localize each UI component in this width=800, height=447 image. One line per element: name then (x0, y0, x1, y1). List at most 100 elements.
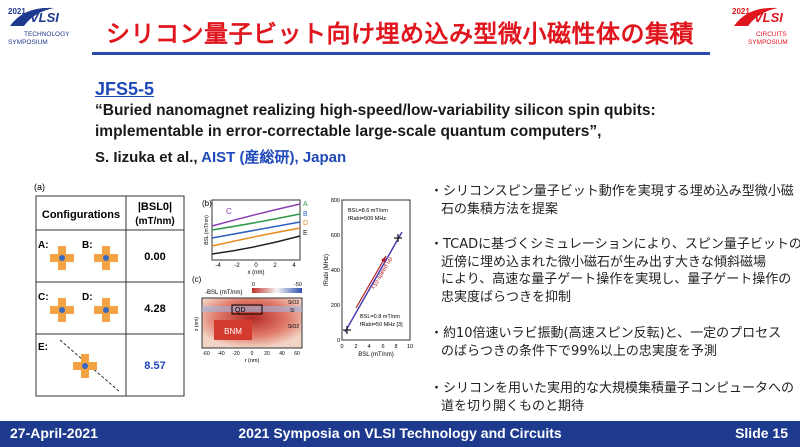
tick-label: 800 (331, 198, 340, 204)
panel-label: (b) (202, 199, 212, 208)
curve (211, 235, 301, 255)
tick-label: 4 (367, 344, 370, 350)
bullet-line: 忠実度ばらつきを抑制 (441, 289, 572, 305)
bullet-line: ・シリコンスピン量子ビット動作を実現する埋め込み型微小磁 (430, 184, 794, 199)
axis-label: BSL (mT/nm) (358, 352, 393, 358)
curve-label: C (226, 207, 232, 216)
bnm-label: BNM (224, 327, 242, 336)
logo-right: 2021 VLSI CIRCUITS SYMPOSIUM (732, 7, 788, 46)
curve (211, 213, 301, 231)
table-header: (mT/nm) (135, 216, 174, 227)
tick-label: -2 (234, 263, 240, 269)
axis-label: r (nm) (245, 358, 260, 364)
axis-label: BSL (mT/nm) (204, 215, 210, 245)
colorbar-label: -BSL (mT/nm) (205, 290, 242, 296)
author-names: S. Iizuka et al., (95, 149, 198, 166)
dash-line (59, 339, 121, 393)
table-value: 4.28 (144, 303, 165, 315)
paper-id: JFS5-5 (95, 79, 155, 99)
tick-label: 4 (292, 263, 296, 269)
logo-year: 2021 (8, 7, 26, 16)
title-rule (92, 52, 710, 55)
logo-line: CIRCUITS (756, 31, 787, 38)
config-table (35, 195, 185, 397)
plot-frame (341, 199, 411, 341)
axis-label: x (nm) (248, 270, 265, 276)
tick-label: 6 (381, 344, 384, 350)
tick-label: 0 (251, 351, 254, 357)
curve (211, 203, 301, 227)
tick-label: 2 (354, 344, 357, 350)
annotation: fRabi=509 MHz (348, 216, 386, 222)
logo-name: VLSI (754, 10, 783, 25)
logo-line: TECHNOLOGY (24, 31, 70, 38)
tick-label: 40 (279, 351, 285, 357)
axis-label: z (nm) (194, 317, 200, 332)
speedup-arrow (355, 255, 387, 309)
footer-slide: Slide 15 (735, 425, 788, 441)
logo-year: 2021 (732, 7, 750, 16)
table-header: |BSL0| (138, 201, 172, 213)
tick-label: -4 (215, 263, 221, 269)
annotation: BSL=0.8 mT/nm (360, 314, 400, 320)
logo-swoosh (10, 7, 54, 26)
tick-label: 200 (331, 303, 340, 309)
tick-label: -60 (202, 351, 209, 357)
slide-title: シリコン量子ビット向け埋め込み型微小磁性体の集積 (106, 20, 694, 48)
panel-label: (a) (34, 182, 45, 192)
fit-line (344, 231, 403, 333)
tick-label: 20 (264, 351, 270, 357)
arrow-head (381, 256, 386, 263)
layer-label: SiO2 (288, 324, 299, 330)
tick-label: 10 (407, 344, 413, 350)
tick-label: 60 (294, 351, 300, 357)
footer-date: 27-April-2021 (10, 425, 98, 441)
bullet-line: 近傍に埋め込まれた微小磁石が生み出す大きな傾斜磁場 (441, 254, 767, 270)
logo-name: VLSI (30, 10, 59, 25)
annotation: BSL=8.6 mT/nm (348, 208, 388, 214)
footer-event: 2021 Symposia on VLSI Technology and Cir… (238, 425, 562, 441)
logo-line: SYMPOSIUM (748, 39, 788, 46)
layer (202, 306, 302, 312)
colorbar (252, 288, 302, 293)
logo-left: 2021 VLSI TECHNOLOGY SYMPOSIUM (8, 7, 70, 46)
authors: S. Iizuka et al., AIST (産総研), Japan (95, 146, 346, 167)
tick-label: 8 (394, 344, 397, 350)
table-value: 0.00 (144, 251, 165, 263)
figure: (a) Configurations |BSL0| (mT/nm) A: B: … (34, 182, 413, 397)
config-label: A: (38, 240, 49, 251)
curve-label: D (303, 220, 308, 227)
config-label: C: (38, 292, 49, 303)
qd-label: QD (235, 307, 246, 314)
qd-box (231, 304, 263, 315)
tick-label: 0 (254, 263, 258, 269)
affiliation: AIST (産総研), Japan (201, 149, 347, 166)
data-point (343, 234, 402, 334)
curve-label: A (303, 201, 308, 208)
colorbar-tick: -50 (294, 282, 302, 288)
tick-label: 0 (337, 338, 340, 344)
paper-title: “Buried nanomagnet realizing high-speed/… (95, 102, 656, 119)
config-label: B: (82, 240, 93, 251)
annotation: fRabi=50 MHz [3] (360, 322, 403, 328)
panel-label: (c) (192, 275, 202, 284)
bullet-line: 石の集積方法を提案 (441, 201, 559, 217)
bullet-line: ・約10倍速いラビ振動(高速スピン反転)と、一定のプロセス (430, 326, 782, 341)
tick-label: 600 (331, 233, 340, 239)
axis-label: fRabi (MHz) (324, 254, 330, 286)
config-label: D: (82, 292, 93, 303)
tick-label: 400 (331, 268, 340, 274)
tick-label: -40 (217, 351, 224, 357)
bullet-line: により、高速な量子ゲート操作を実現し、量子ゲート操作の (441, 272, 792, 287)
table-value: 8.57 (144, 360, 165, 372)
bullet-line: 道を切り開くものと期待 (441, 398, 585, 414)
bnm (214, 320, 252, 340)
bullet-line: ・TCADに基づくシミュレーションにより、スピン量子ビットの極 (430, 237, 800, 252)
curve-label: E (303, 230, 308, 237)
colorbar-tick: 0 (252, 282, 255, 288)
curve-label: B (303, 211, 308, 218)
curve (211, 221, 301, 239)
logo-line: SYMPOSIUM (8, 39, 48, 46)
layer-label: Si (290, 308, 294, 314)
